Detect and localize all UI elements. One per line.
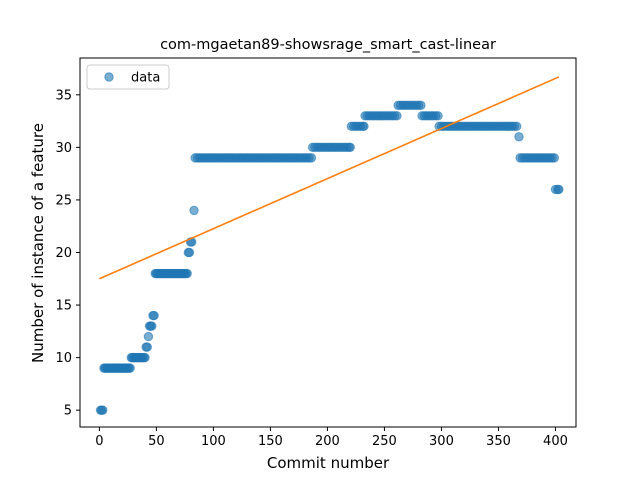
data-point	[142, 342, 152, 352]
x-tick-label: 100	[201, 434, 226, 449]
data-point	[189, 205, 199, 216]
x-tick-label: 250	[372, 434, 397, 449]
x-tick-label: 350	[486, 434, 511, 449]
data-point	[125, 363, 135, 373]
y-tick-label: 20	[55, 246, 72, 261]
data-point	[306, 153, 317, 163]
data-point	[549, 153, 560, 163]
y-tick-label: 15	[55, 299, 72, 314]
legend-box	[86, 64, 170, 90]
y-tick-label: 10	[55, 351, 72, 366]
data-point	[512, 121, 522, 132]
data-point	[140, 352, 150, 363]
y-tick-label: 30	[55, 141, 72, 156]
y-tick-label: 35	[55, 88, 72, 103]
data-point	[554, 184, 564, 195]
data-point	[184, 247, 195, 258]
x-tick-label: 400	[543, 434, 568, 449]
data-point	[359, 121, 369, 132]
data-point	[392, 111, 402, 121]
data-point	[149, 310, 159, 321]
legend: data	[86, 64, 170, 90]
x-tick-label: 0	[95, 434, 103, 449]
data-point	[143, 331, 154, 342]
x-axis-title: Commit number	[267, 454, 390, 472]
axes: 0 50 100 150 200 250 300 350 400 5 10 15 20 25 30 35	[55, 57, 577, 449]
y-axis-title: Number of instance of a feature	[29, 123, 47, 363]
data-point	[416, 100, 426, 111]
chart-title: com-mgaetan89-showsrage_smart_cast-linea…	[160, 37, 496, 53]
fit-line	[99, 76, 560, 280]
data-point	[98, 405, 108, 415]
data-point	[345, 142, 355, 153]
x-tick-label: 300	[429, 434, 454, 449]
data-point	[514, 132, 524, 142]
data-point	[182, 268, 192, 279]
plot-area	[95, 76, 564, 415]
x-tick-label: 50	[148, 434, 165, 449]
legend-marker	[104, 72, 114, 82]
legend-label: data	[131, 71, 160, 86]
data-point	[147, 321, 157, 331]
y-tick-label: 5	[64, 404, 72, 419]
x-tick-label: 150	[258, 434, 283, 449]
data-point	[433, 111, 443, 121]
y-tick-label: 25	[55, 193, 72, 208]
axes-frame	[79, 57, 577, 428]
x-tick-label: 200	[315, 434, 340, 449]
